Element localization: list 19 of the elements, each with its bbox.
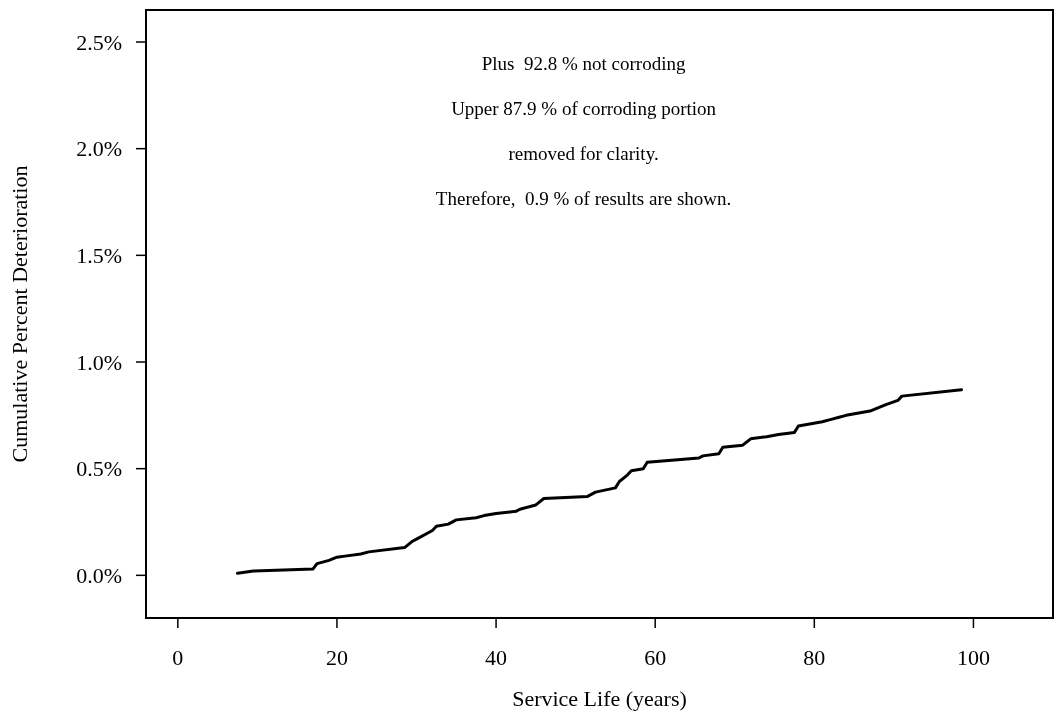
x-tick-label: 40	[485, 645, 508, 670]
x-tick-label: 100	[956, 645, 990, 670]
line-series	[236, 388, 963, 575]
y-axis-title: Cumulative Percent Deterioration	[7, 165, 32, 463]
annotation: Upper 87.9 % of corroding portion	[451, 98, 717, 119]
annotation: removed for clarity.	[508, 143, 659, 164]
y-tick-label: 0.0%	[76, 563, 122, 589]
y-tick-label: 0.5%	[76, 456, 122, 482]
y-tick-label: 2.5%	[76, 29, 122, 55]
y-tick-label: 2.0%	[76, 136, 122, 162]
y-tick-label: 1.0%	[76, 349, 122, 375]
x-tick-label: 20	[325, 645, 348, 670]
y-tick-label: 1.5%	[76, 243, 122, 269]
x-tick-label: 80	[803, 645, 826, 670]
x-axis-title: Service Life (years)	[512, 686, 687, 711]
x-tick-label: 0	[172, 645, 184, 670]
annotation: Plus 92.8 % not corroding	[481, 53, 686, 74]
annotation: Therefore, 0.9 % of results are shown.	[435, 188, 732, 209]
x-tick-label: 60	[644, 645, 667, 670]
